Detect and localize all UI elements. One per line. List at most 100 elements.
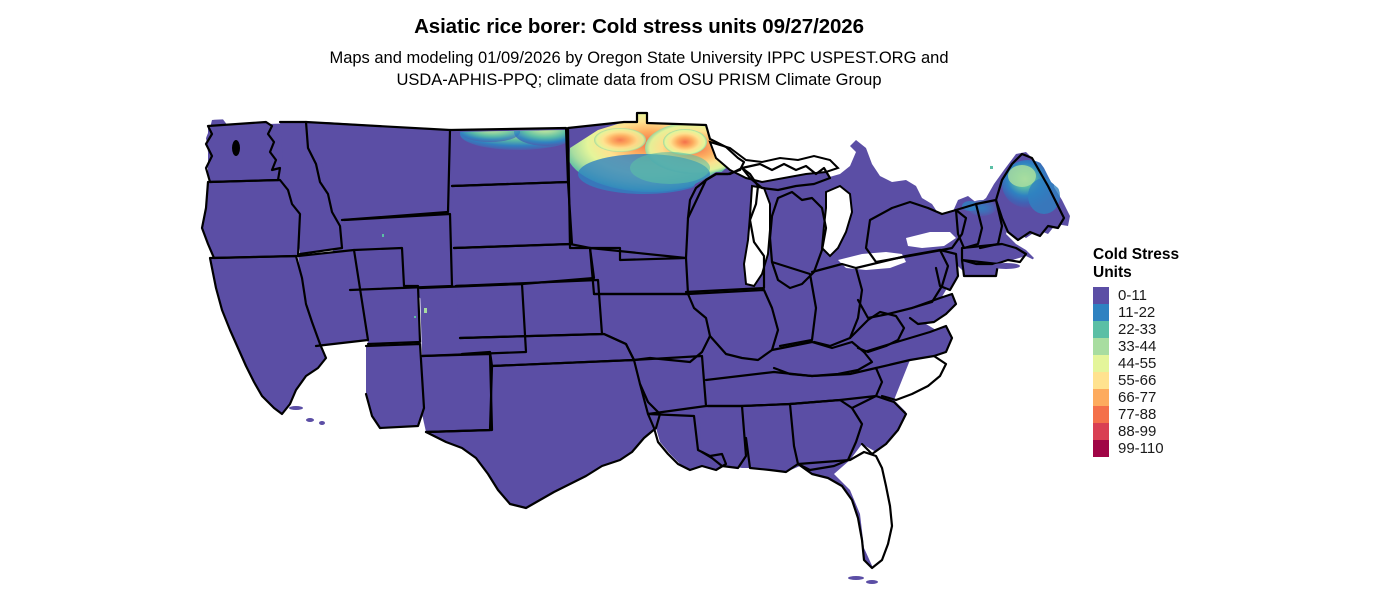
lake-huron-outline [820, 184, 854, 258]
legend-row[interactable]: 99-110 [1093, 440, 1213, 457]
state-ca-fill [210, 256, 326, 414]
legend-items: 0-11 11-22 22-33 33-44 44-55 55-66 66-77 77-88 8… [1093, 287, 1213, 457]
state-wv-fill [850, 312, 904, 352]
legend-color-swatch [1093, 406, 1109, 423]
state-nm-fill [422, 354, 492, 432]
lake-superior [710, 142, 838, 182]
state-ms-fill [700, 406, 746, 468]
border-ct-ri [960, 258, 1000, 278]
border-tx [424, 358, 662, 510]
pacific-mask [150, 108, 328, 452]
state-ny-fill [866, 202, 966, 262]
legend-color-swatch [1093, 440, 1109, 457]
state-ar-fill [634, 356, 706, 416]
me-coast-pixel [990, 166, 993, 169]
state-ks-fill [456, 280, 602, 338]
island-keys-a [848, 576, 864, 580]
state-oh-fill [812, 264, 862, 346]
legend-color-swatch [1093, 372, 1109, 389]
state-sd-fill [452, 182, 572, 248]
border-in [770, 260, 818, 348]
legend-row[interactable]: 33-44 [1093, 338, 1213, 355]
us-choropleth-map [150, 108, 1100, 594]
title-block: Asiatic rice borer: Cold stress units 09… [0, 14, 1278, 91]
border-de-md [908, 292, 958, 326]
co-peak-pixel-a [424, 308, 427, 313]
state-ma-fill [962, 244, 1026, 264]
legend-label: 77-88 [1118, 406, 1157, 423]
border-al [740, 402, 800, 474]
map-svg [150, 108, 1100, 594]
legend-row[interactable]: 77-88 [1093, 406, 1213, 423]
state-la-fill [648, 414, 726, 470]
island-long-island [992, 263, 1020, 269]
island-channel-a [289, 406, 303, 410]
gulf-of-mexico-mask [450, 428, 1100, 594]
water-mask-layer [150, 108, 1100, 594]
lake-erie [838, 252, 906, 270]
legend-label: 99-110 [1118, 440, 1164, 457]
state-de-md-fill [910, 294, 956, 324]
state-tx-fill [426, 360, 660, 508]
legend-color-swatch [1093, 389, 1109, 406]
state-ne-fill [454, 244, 594, 286]
state-or-fill [202, 180, 300, 258]
lake-ontario [906, 232, 956, 248]
state-mt-fill [306, 122, 450, 220]
border-mo [592, 292, 712, 364]
legend-color-swatch [1093, 321, 1109, 338]
state-ok-fill [460, 334, 634, 366]
border-wy [342, 212, 454, 292]
state-id-fill [280, 122, 342, 254]
border-az [364, 342, 426, 430]
subtitle-line-1: Maps and modeling 01/09/2026 by Oregon S… [329, 49, 949, 67]
island-channel-c [319, 421, 325, 425]
legend-label: 22-33 [1118, 321, 1157, 338]
co-peak-pixel-b [414, 316, 416, 318]
island-puget-sound [232, 140, 240, 156]
lake-superior-outline [708, 140, 840, 184]
border-fl [796, 450, 894, 570]
state-il-fill [688, 290, 778, 360]
state-borders-layer [200, 111, 1066, 570]
state-ut-fill [354, 248, 420, 344]
legend-label: 33-44 [1118, 338, 1157, 355]
border-me [994, 152, 1066, 242]
legend-label: 66-77 [1118, 389, 1157, 406]
nd-cold-band [460, 130, 570, 150]
state-mi-lower-fill [770, 192, 826, 288]
legend-color-swatch [1093, 287, 1109, 304]
states-fill-layer [202, 113, 1064, 568]
legend-row[interactable]: 88-99 [1093, 423, 1213, 440]
legend-row[interactable]: 44-55 [1093, 355, 1213, 372]
legend-row[interactable]: 66-77 [1093, 389, 1213, 406]
state-al-fill [742, 404, 798, 472]
legend-title: Cold Stress Units [1093, 246, 1180, 281]
border-nv [296, 248, 370, 348]
state-az-fill [366, 344, 424, 428]
state-ia-fill [590, 248, 688, 302]
island-keys-b [866, 580, 878, 584]
state-mo-fill [594, 294, 710, 362]
lakes-outline-layer [708, 140, 854, 288]
wy-peak-pixel [382, 234, 384, 237]
legend-row[interactable]: 0-11 [1093, 287, 1213, 304]
legend-row[interactable]: 22-33 [1093, 321, 1213, 338]
legend-label: 0-11 [1118, 287, 1147, 304]
page-title: Asiatic rice borer: Cold stress units 09… [414, 15, 864, 38]
legend-color-swatch [1093, 338, 1109, 355]
lake-michigan-outline [742, 184, 771, 288]
state-ky-fill [772, 342, 872, 376]
legend-label: 88-99 [1118, 423, 1157, 440]
mexico-mask [150, 428, 510, 594]
state-tn-fill [706, 368, 882, 406]
legend-row[interactable]: 11-22 [1093, 304, 1213, 321]
legend-color-swatch [1093, 423, 1109, 440]
map-legend: Cold Stress Units 0-11 11-22 22-33 33-44 44-… [1093, 246, 1213, 457]
legend-row[interactable]: 55-66 [1093, 372, 1213, 389]
border-id [278, 120, 344, 256]
border-ga [788, 398, 864, 472]
state-wa-fill [206, 122, 280, 182]
border-ut [352, 246, 422, 346]
